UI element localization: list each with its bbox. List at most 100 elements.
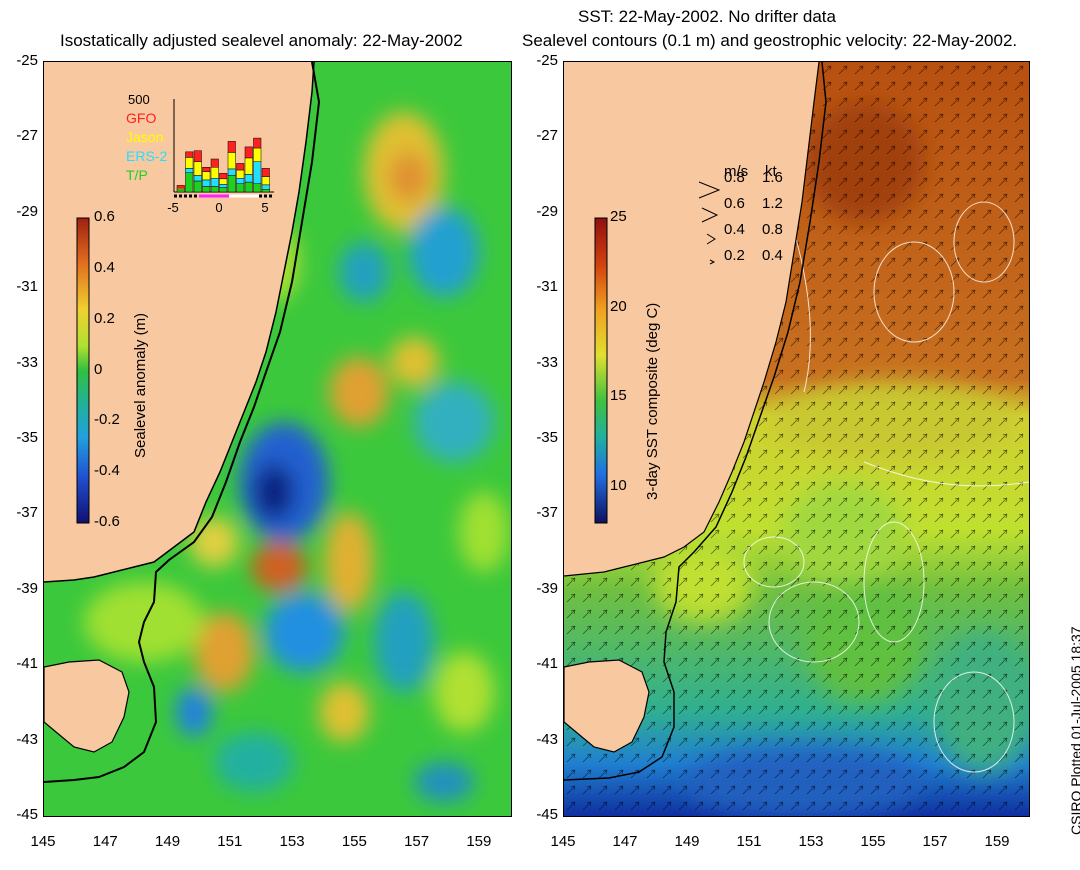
plot-credit: CSIRO Plotted 01-Jul-2005 18:37 xyxy=(1068,626,1080,835)
sealevel-colorbar-tick: 0.2 xyxy=(94,309,115,327)
histogram-bar xyxy=(244,146,253,159)
histogram-bar xyxy=(210,186,219,193)
histogram-bar xyxy=(227,141,236,153)
altimeter-histogram xyxy=(173,99,274,198)
velocity-key-kt: 0.4 xyxy=(762,247,783,264)
sst-colorbar-tick: 15 xyxy=(610,387,627,405)
anomaly-field xyxy=(84,112,509,802)
sealevel-colorbar-tick: -0.4 xyxy=(94,462,120,480)
x-tick-label: 151 xyxy=(736,833,762,850)
histogram-bar xyxy=(244,157,253,175)
velocity-key-arrows xyxy=(698,181,721,265)
histogram-bar xyxy=(193,175,202,182)
histogram-bar xyxy=(236,163,245,171)
x-tick-label: 147 xyxy=(92,833,118,850)
sst-colorbar-label: 3-day SST composite (deg C) xyxy=(644,302,661,500)
histogram-bar xyxy=(219,184,228,188)
x-tick-label: 147 xyxy=(612,833,638,850)
histogram-legend-gfo: GFO xyxy=(126,110,157,126)
left-map-title: Isostatically adjusted sealevel anomaly:… xyxy=(60,31,463,50)
y-tick-label: -37 xyxy=(536,504,558,522)
x-tick-label: 149 xyxy=(674,833,700,850)
histogram-bar xyxy=(193,161,202,176)
y-tick-label: -25 xyxy=(536,52,558,69)
histogram-bar xyxy=(210,167,219,179)
histogram-bar xyxy=(261,184,270,190)
sealevel-colorbar-tick: 0.6 xyxy=(94,208,115,225)
histogram-bar xyxy=(202,179,211,187)
sst-colorbar xyxy=(594,217,608,524)
histogram-bar xyxy=(236,169,245,179)
histogram-bar xyxy=(244,181,253,193)
velocity-key-kt: 1.2 xyxy=(762,195,783,212)
sst-map xyxy=(563,61,1030,817)
right-map-title-line2: Sealevel contours (0.1 m) and geostrophi… xyxy=(522,31,1018,50)
sealevel-colorbar-tick: 0 xyxy=(94,360,103,378)
y-tick-label: -27 xyxy=(536,127,558,145)
y-tick-label: -35 xyxy=(16,429,38,446)
sealevel-colorbar-tick: 0.4 xyxy=(94,258,115,276)
histogram-bar xyxy=(176,189,185,193)
x-tick-label: 145 xyxy=(550,833,576,850)
histogram-bar xyxy=(210,178,219,187)
velocity-key-ms: 0.2 xyxy=(724,247,745,264)
sealevel-colorbar xyxy=(76,217,90,524)
sst-colorbar-tick: 20 xyxy=(610,297,627,315)
histogram-bar xyxy=(227,168,236,176)
histogram-bar xyxy=(185,151,194,158)
shelf-contour xyxy=(44,62,321,783)
x-tick-label: 153 xyxy=(798,833,824,850)
histogram-bar xyxy=(253,183,262,193)
histogram-bar xyxy=(261,189,270,193)
histogram-legend-jason: Jason xyxy=(126,129,164,145)
histogram-bar xyxy=(210,158,219,168)
histogram-bar xyxy=(202,171,211,181)
histogram-bar xyxy=(202,186,211,193)
velocity-key-kt: 0.8 xyxy=(762,221,783,238)
x-tick-label: 153 xyxy=(279,833,305,850)
histogram-bar xyxy=(219,187,228,193)
x-tick-label: 159 xyxy=(466,833,492,850)
histogram-bar xyxy=(176,185,185,189)
velocity-key-header-ms: m/s xyxy=(724,163,749,180)
tasmania-land xyxy=(564,659,650,753)
histogram-x-tick: 5 xyxy=(261,200,269,215)
histogram-legend-ers-2: ERS-2 xyxy=(126,148,168,164)
histogram-bar xyxy=(236,178,245,184)
y-tick-label: -29 xyxy=(536,202,558,220)
y-tick-label: -31 xyxy=(16,278,38,296)
right-map-title-line1: SST: 22-May-2002. No drifter data xyxy=(578,7,836,26)
histogram-bar xyxy=(219,173,228,180)
histogram-bar xyxy=(227,152,236,170)
sealevel-colorbar-label: Sealevel anomaly (m) xyxy=(132,312,149,458)
histogram-x-tick: -5 xyxy=(167,200,179,215)
histogram-bar xyxy=(193,180,202,193)
histogram-bar xyxy=(253,161,262,184)
histogram-bar xyxy=(202,167,211,172)
tasmania-land xyxy=(44,659,130,753)
y-tick-label: -43 xyxy=(16,730,38,748)
histogram-bar xyxy=(185,157,194,169)
x-tick-label: 145 xyxy=(30,833,56,850)
histogram-bar xyxy=(253,147,262,162)
velocity-key-kt: 1.6 xyxy=(762,169,783,186)
y-tick-label: -37 xyxy=(16,504,38,522)
x-tick-label: 155 xyxy=(860,833,886,850)
x-tick-label: 157 xyxy=(922,833,948,850)
y-tick-label: -25 xyxy=(16,52,38,69)
sst-colorbar-tick: 25 xyxy=(610,208,627,225)
y-tick-label: -43 xyxy=(536,730,558,748)
histogram-bar xyxy=(244,174,253,183)
sealevel-colorbar-tick: -0.2 xyxy=(94,411,120,429)
histogram-bar xyxy=(227,175,236,193)
y-tick-label: -29 xyxy=(16,202,38,220)
y-tick-label: -45 xyxy=(536,806,558,823)
y-tick-label: -27 xyxy=(16,127,38,145)
australia-land xyxy=(564,62,819,576)
histogram-bar xyxy=(236,183,245,193)
y-tick-label: -41 xyxy=(16,655,38,673)
histogram-bar xyxy=(193,150,202,162)
x-tick-label: 151 xyxy=(217,833,243,850)
australia-coastline xyxy=(564,62,820,577)
y-tick-label: -45 xyxy=(16,806,38,823)
